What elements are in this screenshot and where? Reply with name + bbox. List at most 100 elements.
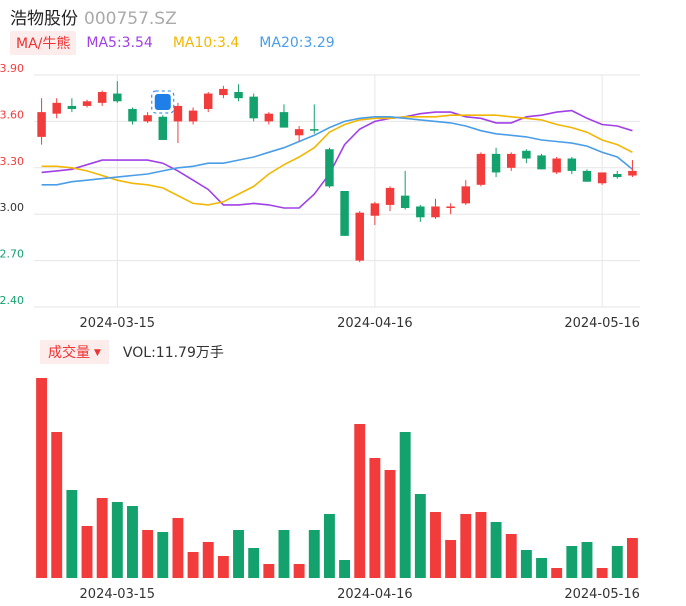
candle-body [264, 113, 274, 122]
volume-bar [157, 532, 169, 578]
candle-body [52, 102, 61, 114]
event-badge-body [154, 94, 171, 110]
volume-bar [248, 548, 260, 578]
volume-toggle-label: 成交量 [48, 345, 90, 361]
stock-title: 浩物股份 000757.SZ [10, 4, 177, 29]
volume-bars [36, 378, 638, 578]
volume-bar [596, 568, 608, 578]
candle-body [67, 105, 77, 110]
candle [310, 104, 319, 134]
candle-body [143, 115, 152, 122]
candle [219, 85, 228, 99]
candle-body [158, 116, 168, 140]
candle [461, 180, 471, 205]
candle [355, 211, 364, 263]
ma-toggle-button[interactable]: MA/牛熊 [10, 31, 77, 55]
candle-body [97, 92, 107, 103]
candle-body [567, 158, 577, 171]
volume-bar [551, 568, 563, 578]
candle [294, 126, 304, 142]
volume-bar [430, 512, 441, 578]
candle-body [325, 149, 334, 187]
candle [188, 107, 198, 125]
candle-body [476, 153, 486, 185]
x-tick-label: 2024-03-15 [80, 316, 156, 331]
volume-toggle-button[interactable]: 成交量 ▼ [40, 340, 109, 364]
volume-bar [172, 518, 184, 578]
candle [249, 93, 258, 122]
volume-bar [339, 560, 351, 578]
volume-bar [263, 564, 275, 578]
moving-average-lines [41, 109, 633, 209]
candle-body [582, 170, 592, 182]
candle-body [628, 170, 637, 176]
volume-bar [475, 512, 487, 578]
x-tick-label: 2024-04-16 [337, 316, 413, 331]
candle [203, 92, 213, 113]
volume-bar [611, 546, 623, 578]
volume-legend: 成交量 ▼ VOL:11.79万手 [40, 340, 224, 364]
candle [431, 198, 440, 219]
ma10-line [41, 114, 633, 206]
volume-bar [626, 538, 638, 578]
volume-bar [460, 514, 472, 578]
candle [613, 170, 622, 179]
candle-body [370, 203, 380, 216]
candle [279, 104, 289, 128]
candle-body [37, 112, 46, 137]
volume-value: VOL:11.79万手 [122, 345, 224, 361]
candle [325, 147, 334, 188]
candle [67, 98, 77, 113]
candle-body [613, 173, 622, 178]
volume-bar [233, 530, 244, 578]
candle [446, 203, 455, 215]
ma20-label: MA20:3.29 [259, 35, 335, 51]
volume-bar [81, 526, 93, 578]
candle [370, 201, 380, 226]
candle-body [203, 93, 213, 110]
candle [143, 112, 152, 123]
candle-body [279, 112, 289, 128]
volume-bar [66, 490, 78, 578]
candle-body [400, 195, 410, 209]
candle [82, 99, 92, 108]
ma5-line [41, 109, 633, 209]
candle [537, 153, 546, 170]
date-axis-bottom: 2024-03-15 2024-04-16 2024-05-16 [80, 587, 640, 602]
candle-body [113, 93, 122, 102]
volume-bar [51, 432, 63, 578]
candle [567, 156, 577, 174]
volume-bar [581, 542, 593, 578]
x-tick-label: 2024-03-15 [80, 587, 156, 602]
candle-body [537, 155, 546, 170]
candle-body [188, 110, 198, 122]
candle [173, 102, 183, 144]
date-axis-top: 2024-03-15 2024-04-16 2024-05-16 [80, 316, 640, 331]
candle [416, 204, 425, 222]
candle [234, 84, 243, 102]
candle-body [522, 150, 531, 159]
price-grid [34, 74, 640, 308]
candle [52, 98, 61, 119]
volume-bar [142, 530, 154, 578]
volume-bar [520, 550, 532, 578]
event-badge-icon [151, 90, 175, 114]
volume-bar [384, 470, 396, 578]
candle-body [173, 105, 183, 122]
volume-bar [399, 432, 411, 578]
candle [128, 107, 137, 125]
y-tick-label: 3.90 [0, 62, 24, 75]
candle [506, 152, 516, 171]
volume-bar [490, 522, 502, 578]
volume-bar [505, 534, 517, 578]
y-tick-label: 3.60 [0, 108, 24, 121]
caret-down-icon: ▼ [94, 348, 101, 358]
y-tick-label: 3.30 [0, 155, 24, 168]
volume-bar [36, 378, 48, 578]
candle-body [461, 186, 471, 204]
volume-bar [96, 498, 108, 578]
candle-body [446, 206, 455, 209]
candle [97, 90, 107, 106]
volume-bar [202, 542, 214, 578]
